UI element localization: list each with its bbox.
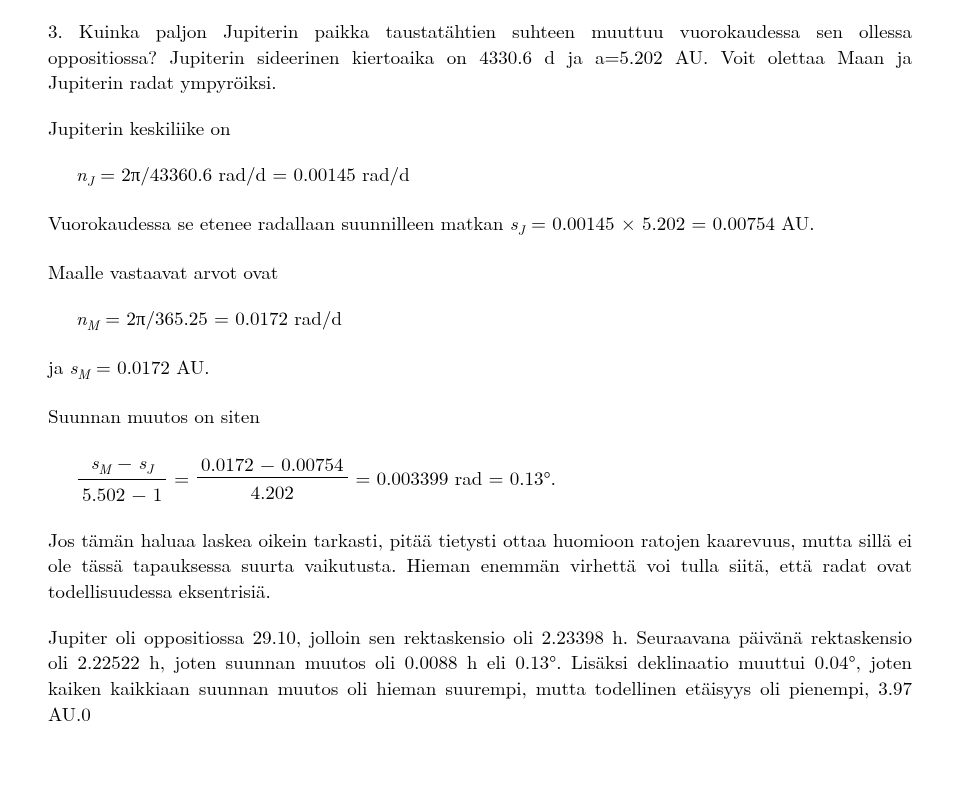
frac1-den: 5.502 − 1 bbox=[78, 480, 166, 507]
frac2-num: 0.0172 − 0.00754 bbox=[197, 451, 348, 479]
paragraph-question: 3. Kuinka paljon Jupiterin paikka tausta… bbox=[48, 18, 912, 95]
p5-tail: = 0.0172 AU. bbox=[90, 353, 210, 380]
p3-lead: Vuorokaudessa se etenee radallaan suunni… bbox=[48, 209, 510, 236]
equation-3: sM − sJ 5.502 − 1 = 0.0172 − 0.00754 4.2… bbox=[76, 449, 912, 507]
frac2-den: 4.202 bbox=[197, 478, 348, 505]
equation-1: nJ = 2π/43360.6 rad/d = 0.00145 rad/d bbox=[76, 161, 912, 190]
paragraph-5: ja sM = 0.0172 AU. bbox=[48, 354, 912, 383]
eq-tail: = 0.003399 rad = 0.13°. bbox=[356, 465, 556, 491]
frac1-num-b: s bbox=[138, 448, 146, 475]
eq1-rhs: = 2π/43360.6 rad/d = 0.00145 rad/d bbox=[94, 160, 410, 187]
eq1-sub: J bbox=[87, 170, 94, 189]
frac1-num-a: s bbox=[91, 448, 99, 475]
eq1-var: n bbox=[76, 160, 87, 187]
frac1-num-mid: − bbox=[111, 448, 138, 475]
equation-2: nM = 2π/365.25 = 0.0172 rad/d bbox=[76, 305, 912, 334]
paragraph-7: Jos tämän haluaa laskea oikein tarkasti,… bbox=[48, 527, 912, 604]
p3-var: s bbox=[510, 209, 518, 236]
eq2-var: n bbox=[76, 304, 87, 331]
p3-sub: J bbox=[518, 220, 525, 239]
eq2-sub: M bbox=[87, 315, 99, 334]
paragraph-6: Suunnan muutos on siten bbox=[48, 403, 912, 429]
paragraph-8: Jupiter oli oppositiossa 29.10, jolloin … bbox=[48, 624, 912, 727]
p5-sub: M bbox=[77, 364, 89, 383]
eq2-rhs: = 2π/365.25 = 0.0172 rad/d bbox=[99, 304, 342, 331]
paragraph-lead-1: Jupiterin keskiliike on bbox=[48, 115, 912, 141]
frac1-num-bsub: J bbox=[146, 459, 153, 478]
eq-mid-1: = bbox=[174, 465, 189, 491]
frac1-num-asub: M bbox=[99, 459, 111, 478]
paragraph-3: Vuorokaudessa se etenee radallaan suunni… bbox=[48, 210, 912, 239]
fraction-2: 0.0172 − 0.00754 4.202 bbox=[197, 451, 348, 505]
frac1-num: sM − sJ bbox=[78, 449, 166, 480]
paragraph-4: Maalle vastaavat arvot ovat bbox=[48, 259, 912, 285]
p3-tail: = 0.00145 × 5.202 = 0.00754 AU. bbox=[525, 209, 815, 236]
p5-lead: ja bbox=[48, 353, 70, 380]
fraction-1: sM − sJ 5.502 − 1 bbox=[78, 449, 166, 507]
